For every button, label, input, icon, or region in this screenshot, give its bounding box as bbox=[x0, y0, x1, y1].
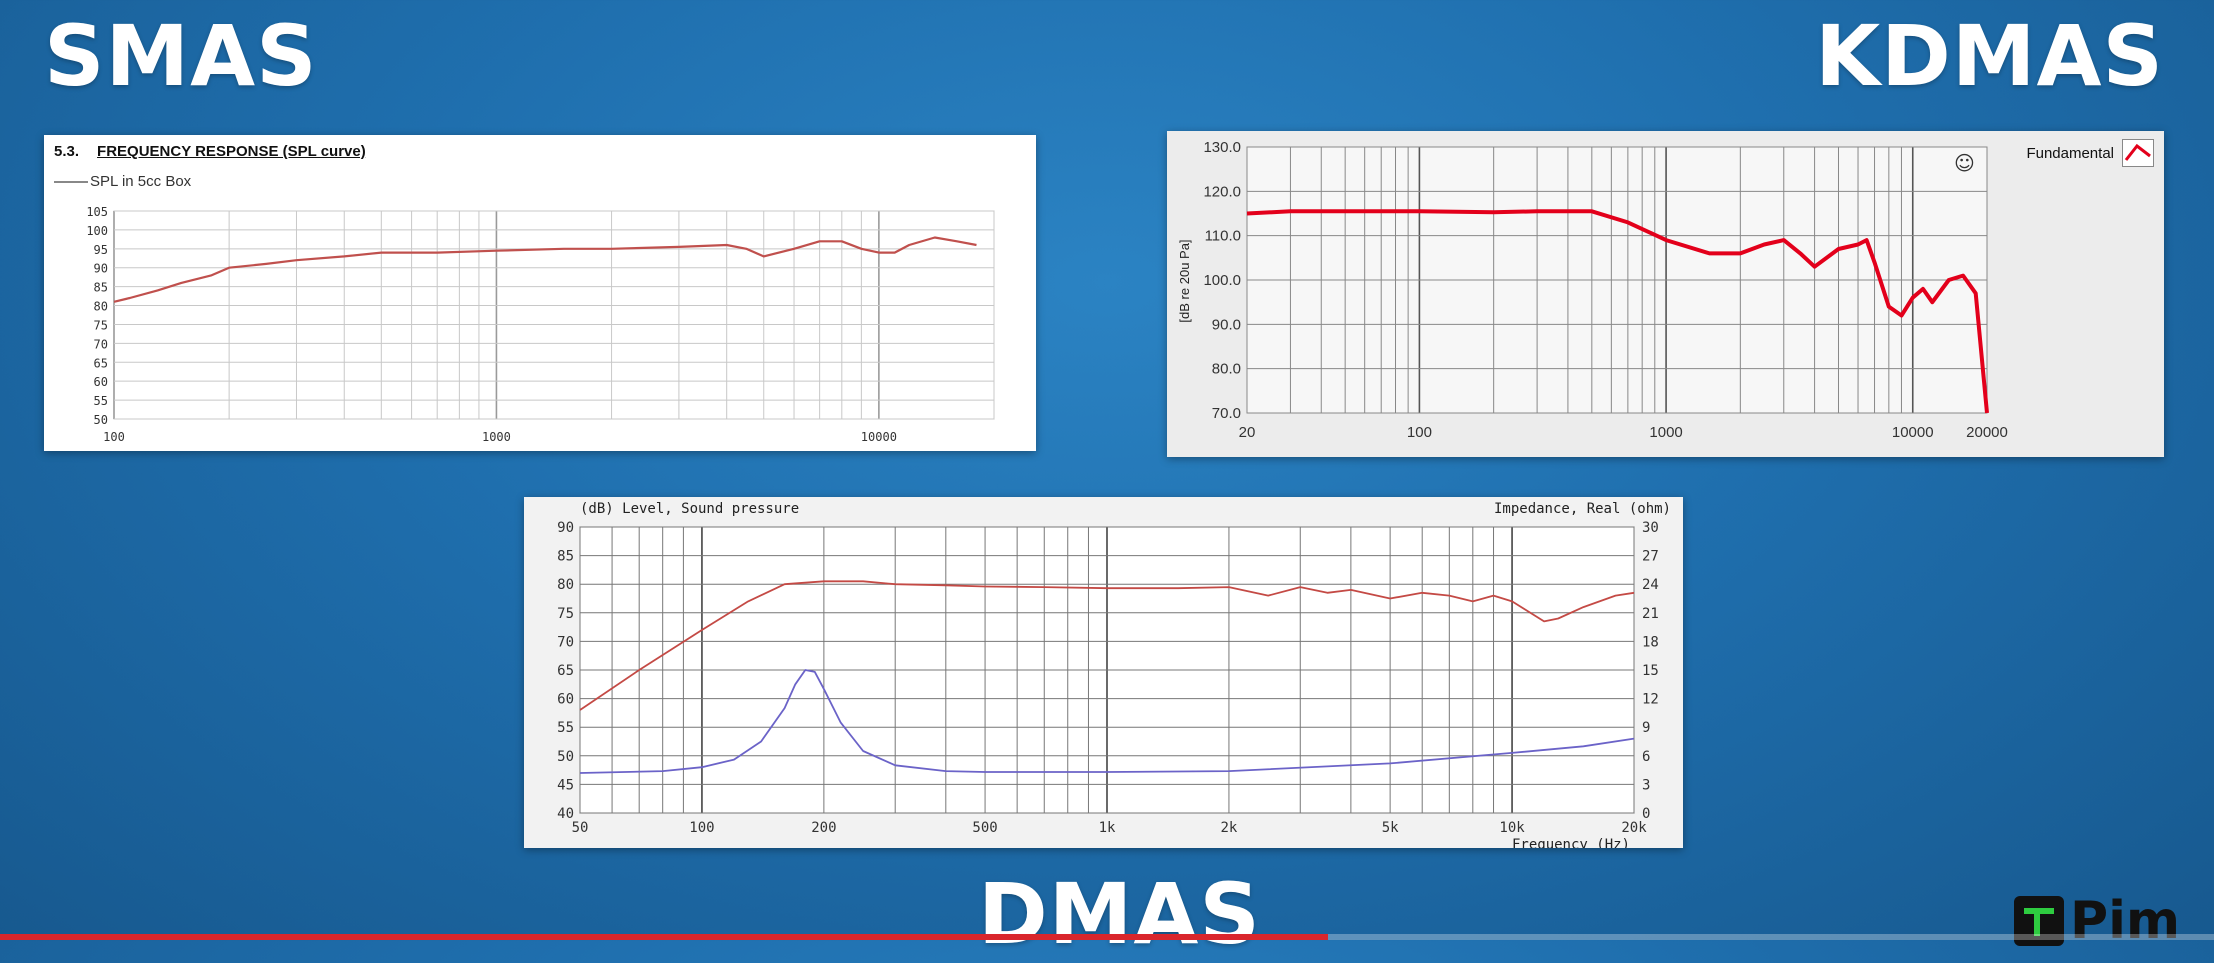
y2-tick-label: 12 bbox=[1642, 692, 1659, 708]
head-icon[interactable]: ☺ bbox=[1954, 151, 1975, 175]
y-tick-label: 85 bbox=[557, 549, 574, 565]
series-line bbox=[113, 236, 977, 303]
y-tick-label: 100.0 bbox=[1203, 272, 1241, 289]
kdmas-chart-panel: 70.0 80.0 90.0 100.0 110.0 120.0 130.0 20 100 100… bbox=[1167, 131, 2164, 457]
y2-tick-label: 3 bbox=[1642, 777, 1650, 793]
y-tick-label: 130.0 bbox=[1203, 139, 1241, 156]
smas-legend-swatch bbox=[54, 181, 88, 184]
x-tick-label: 1000 bbox=[1649, 424, 1682, 441]
x-tick-label: 500 bbox=[972, 820, 997, 836]
x-tick-label: 20k bbox=[1621, 820, 1647, 836]
y2-tick-label: 15 bbox=[1642, 663, 1659, 679]
y2-tick-label: 6 bbox=[1642, 749, 1650, 765]
y-tick-label: 65 bbox=[94, 356, 108, 370]
pim-logo: Pim bbox=[2014, 895, 2180, 947]
y-tick-label: 60 bbox=[94, 375, 108, 389]
smas-legend: SPL in 5cc Box bbox=[54, 173, 191, 190]
dmas-right-axis-label: Impedance, Real (ohm) bbox=[1493, 501, 1671, 517]
y2-tick-label: 27 bbox=[1642, 549, 1659, 565]
kdmas-legend-swatch bbox=[2122, 139, 2154, 167]
dmas-x-axis-label: Frequency (Hz) bbox=[1512, 837, 1630, 848]
y-tick-label: 70.0 bbox=[1212, 405, 1241, 422]
x-tick-label: 1k bbox=[1099, 820, 1116, 836]
plot-area bbox=[113, 210, 995, 420]
dmas-chart: 40 45 50 55 60 65 70 75 80 85 90 0 3 6 9 12 15 18 21 24 27 30… bbox=[557, 520, 1659, 848]
x-tick-label: 10000 bbox=[1892, 424, 1934, 441]
x-tick-label: 1000 bbox=[482, 430, 511, 444]
y-tick-label: 120.0 bbox=[1203, 183, 1241, 200]
y-tick-label: 95 bbox=[94, 243, 108, 257]
x-tick-label: 200 bbox=[811, 820, 836, 836]
x-tick-label: 20 bbox=[1239, 424, 1256, 441]
y-tick-label: 50 bbox=[94, 413, 108, 427]
smas-chart-title: 5.3. FREQUENCY RESPONSE (SPL curve) bbox=[54, 143, 366, 160]
series-line bbox=[1246, 209, 1989, 414]
y2-tick-label: 21 bbox=[1642, 606, 1659, 622]
dmas-label: DMAS bbox=[978, 865, 1261, 963]
dmas-left-axis-label: (dB) Level, Sound pressure bbox=[580, 501, 800, 517]
y2-tick-label: 18 bbox=[1642, 634, 1659, 650]
y-tick-label: 75 bbox=[94, 318, 108, 332]
y-tick-label: 80 bbox=[557, 577, 574, 593]
smas-chart: 50 55 60 65 70 75 80 85 90 95 100 105 100 1000 10000 bbox=[86, 205, 995, 444]
y-tick-label: 45 bbox=[557, 777, 574, 793]
smas-title-text: FREQUENCY RESPONSE (SPL curve) bbox=[97, 143, 366, 160]
series-line bbox=[579, 669, 1635, 774]
x-tick-label: 100 bbox=[689, 820, 714, 836]
y-tick-label: 70 bbox=[94, 337, 108, 351]
dmas-chart-panel: (dB) Level, Sound pressure Impedance, Re… bbox=[524, 497, 1683, 848]
smas-title-number: 5.3. bbox=[54, 143, 80, 160]
x-tick-label: 5k bbox=[1382, 820, 1399, 836]
kdmas-legend: Fundamental bbox=[2026, 139, 2154, 167]
x-tick-label: 10k bbox=[1499, 820, 1525, 836]
pim-logo-icon bbox=[2014, 896, 2064, 946]
y-tick-label: 110.0 bbox=[1205, 228, 1241, 245]
y-tick-label: 85 bbox=[94, 281, 108, 295]
y-tick-label: 105 bbox=[86, 205, 108, 219]
x-tick-label: 20000 bbox=[1966, 424, 2008, 441]
kdmas-chart: 70.0 80.0 90.0 100.0 110.0 120.0 130.0 20 100 100… bbox=[1177, 139, 2008, 441]
kdmas-label: KDMAS bbox=[1815, 7, 2164, 105]
x-tick-label: 100 bbox=[1407, 424, 1432, 441]
y-tick-label: 50 bbox=[557, 749, 574, 765]
pim-logo-text: Pim bbox=[2070, 891, 2181, 951]
y-tick-label: 65 bbox=[557, 663, 574, 679]
y2-tick-label: 0 bbox=[1642, 806, 1650, 822]
y-tick-label: 55 bbox=[94, 394, 108, 408]
video-progress-fill bbox=[0, 934, 1329, 940]
y-tick-label: 60 bbox=[557, 692, 574, 708]
smas-legend-label: SPL in 5cc Box bbox=[90, 173, 192, 190]
y-tick-label: 70 bbox=[557, 634, 574, 650]
y2-tick-label: 9 bbox=[1642, 720, 1650, 736]
y-tick-label: 75 bbox=[557, 606, 574, 622]
x-tick-label: 2k bbox=[1221, 820, 1238, 836]
y-tick-label: 80.0 bbox=[1212, 361, 1241, 378]
series-line bbox=[579, 580, 1635, 711]
y-tick-label: 90.0 bbox=[1212, 316, 1241, 333]
y-tick-label: 100 bbox=[86, 224, 108, 238]
x-tick-label: 10000 bbox=[861, 430, 897, 444]
video-progress-bar[interactable] bbox=[0, 934, 2214, 940]
smas-label: SMAS bbox=[44, 7, 318, 105]
y2-tick-label: 24 bbox=[1642, 577, 1659, 593]
y-tick-label: 90 bbox=[94, 262, 108, 276]
y-tick-label: 90 bbox=[557, 520, 574, 536]
x-tick-label: 50 bbox=[572, 820, 589, 836]
kdmas-legend-label: Fundamental bbox=[2026, 144, 2114, 162]
y-tick-label: 55 bbox=[557, 720, 574, 736]
smas-chart-panel: 5.3. FREQUENCY RESPONSE (SPL curve) SPL i… bbox=[44, 135, 1036, 451]
kdmas-y-axis-label: [dB re 20u Pa] bbox=[1177, 239, 1192, 322]
y-tick-label: 80 bbox=[94, 300, 108, 314]
x-tick-label: 100 bbox=[103, 430, 125, 444]
y-tick-label: 40 bbox=[557, 806, 574, 822]
y2-tick-label: 30 bbox=[1642, 520, 1659, 536]
